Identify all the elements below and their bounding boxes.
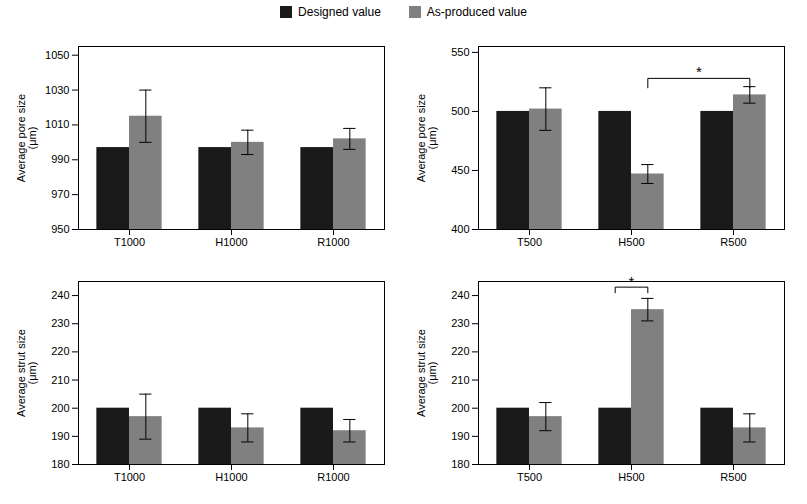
svg-text:*: * [696,63,702,80]
html-text:As-produced value: As-produced value [426,5,527,19]
svg-text:200: 200 [51,402,69,414]
svg-text:R500: R500 [720,471,746,483]
svg-text:T1000: T1000 [114,471,145,483]
svg-text:R1000: R1000 [317,471,349,483]
svg-text:H1000: H1000 [215,471,247,483]
svg-text:210: 210 [451,374,469,386]
svg-text:H500: H500 [618,236,644,248]
svg-text:990: 990 [51,153,69,165]
svg-text:1030: 1030 [45,84,69,96]
svg-text:210: 210 [51,374,69,386]
svg-text:950: 950 [51,223,69,235]
svg-text:R500: R500 [720,236,746,248]
svg-text:T1000: T1000 [114,236,145,248]
svg-text:1050: 1050 [45,49,69,61]
svg-text:240: 240 [451,289,469,301]
svg-text:400: 400 [451,223,469,235]
svg-text:H1000: H1000 [215,236,247,248]
svg-text:500: 500 [451,105,469,117]
svg-text:240: 240 [51,289,69,301]
svg-text:Average strut size(μm): Average strut size(μm) [415,329,438,417]
svg-text:970: 970 [51,188,69,200]
svg-text:*: * [629,273,635,290]
svg-text:Average strut size(μm): Average strut size(μm) [15,329,38,417]
svg-text:230: 230 [51,317,69,329]
svg-text:180: 180 [451,458,469,470]
svg-text:190: 190 [451,430,469,442]
svg-text:450: 450 [451,164,469,176]
svg-text:220: 220 [51,345,69,357]
svg-text:T500: T500 [517,471,542,483]
svg-text:550: 550 [451,46,469,58]
svg-text:180: 180 [51,458,69,470]
svg-text:1010: 1010 [45,118,69,130]
svg-text:R1000: R1000 [317,236,349,248]
svg-text:200: 200 [451,402,469,414]
svg-text:190: 190 [51,430,69,442]
svg-text:220: 220 [451,345,469,357]
svg-text:Average pore size(μm): Average pore size(μm) [415,94,438,182]
html-text:Designed value: Designed value [298,5,381,19]
svg-text:Average pore size(μm): Average pore size(μm) [15,94,38,182]
svg-text:H500: H500 [618,471,644,483]
svg-text:T500: T500 [517,236,542,248]
svg-text:230: 230 [451,317,469,329]
